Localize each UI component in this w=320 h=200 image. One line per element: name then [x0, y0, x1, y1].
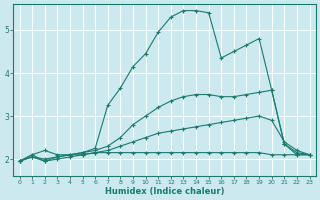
X-axis label: Humidex (Indice chaleur): Humidex (Indice chaleur) — [105, 187, 224, 196]
